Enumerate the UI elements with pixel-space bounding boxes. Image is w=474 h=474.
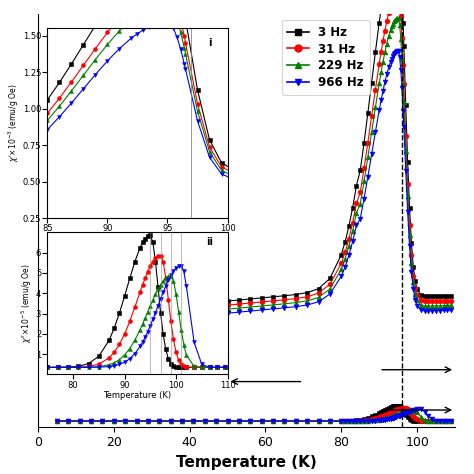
31 Hz (448, 298, 454, 303)
31 Hz (412, 285, 418, 291)
X-axis label: Temperature (K): Temperature (K) (103, 391, 172, 400)
Text: ii: ii (206, 237, 213, 246)
Line: 31 Hz: 31 Hz (55, 0, 454, 324)
229 Hz (448, 302, 454, 308)
Legend: 3 Hz, 31 Hz, 229 Hz, 966 Hz: 3 Hz, 31 Hz, 229 Hz, 966 Hz (282, 20, 370, 94)
31 Hz (236, 301, 242, 307)
3 Hz (448, 293, 454, 299)
Line: 229 Hz: 229 Hz (55, 16, 454, 328)
31 Hz (54, 319, 60, 324)
229 Hz (414, 298, 420, 303)
966 Hz (394, 48, 400, 54)
31 Hz (156, 309, 162, 314)
3 Hz (236, 297, 242, 303)
229 Hz (293, 300, 299, 305)
966 Hz (448, 307, 454, 313)
966 Hz (156, 317, 162, 322)
31 Hz (293, 296, 299, 301)
3 Hz (293, 292, 299, 297)
3 Hz (54, 314, 60, 320)
966 Hz (382, 79, 388, 85)
229 Hz (54, 322, 60, 328)
966 Hz (54, 326, 60, 332)
229 Hz (156, 313, 162, 319)
Y-axis label: $\chi'$$\times$$10^{-3}$ (emu/g Oe): $\chi'$$\times$$10^{-3}$ (emu/g Oe) (7, 84, 21, 163)
X-axis label: Temperature (K): Temperature (K) (176, 455, 317, 470)
31 Hz (414, 292, 420, 298)
966 Hz (293, 304, 299, 310)
229 Hz (382, 49, 388, 55)
966 Hz (236, 309, 242, 315)
Line: 966 Hz: 966 Hz (55, 49, 454, 332)
Line: 3 Hz: 3 Hz (55, 0, 454, 319)
229 Hz (236, 305, 242, 311)
3 Hz (414, 286, 420, 292)
229 Hz (412, 291, 418, 297)
229 Hz (394, 15, 400, 21)
966 Hz (414, 303, 420, 309)
3 Hz (156, 305, 162, 310)
Text: i: i (208, 38, 211, 48)
Y-axis label: $\chi''$$\times$$10^{-5}$ (emu/g Oe): $\chi''$$\times$$10^{-5}$ (emu/g Oe) (20, 264, 35, 343)
966 Hz (412, 297, 418, 302)
X-axis label: Temperature (K): Temperature (K) (103, 235, 172, 244)
31 Hz (382, 28, 388, 34)
3 Hz (412, 278, 418, 284)
